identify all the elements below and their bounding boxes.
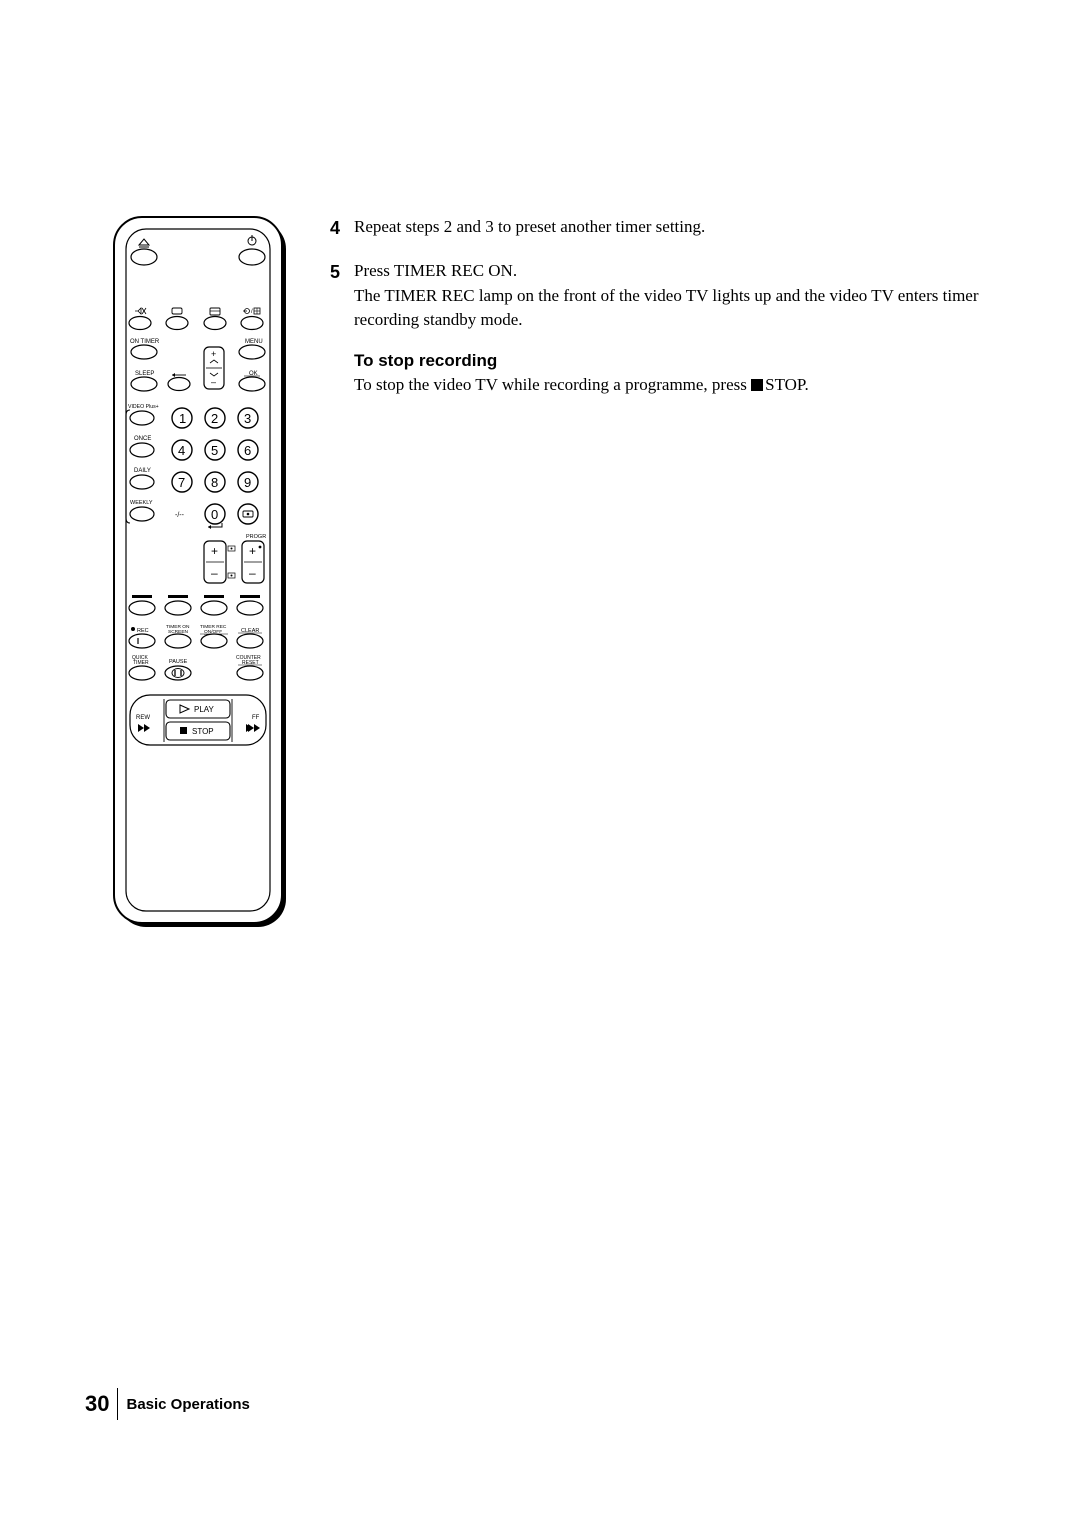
page-number: 30	[85, 1391, 109, 1417]
svg-text:+: +	[249, 544, 256, 558]
step-body: Repeat steps 2 and 3 to preset another t…	[354, 215, 980, 241]
svg-text:9: 9	[244, 475, 251, 490]
instruction-text: 4 Repeat steps 2 and 3 to preset another…	[330, 215, 980, 398]
subheading-stop-recording: To stop recording	[354, 351, 980, 371]
svg-text:4: 4	[178, 443, 185, 458]
svg-text:-/--: -/--	[175, 512, 185, 519]
label-sleep: SLEEP	[135, 371, 154, 377]
label-stop: STOP	[192, 727, 214, 736]
label-on-timer: ON TIMER	[130, 339, 160, 345]
svg-text:5: 5	[211, 443, 218, 458]
label-daily: DAILY	[134, 468, 151, 474]
subbody-stop-recording: To stop the video TV while recording a p…	[354, 373, 980, 398]
subbody-prefix: To stop the video TV while recording a p…	[354, 375, 751, 394]
label-once: ONCE	[134, 436, 151, 442]
svg-text:–: –	[249, 566, 256, 580]
label-progr: PROGR	[246, 534, 266, 540]
step-4: 4 Repeat steps 2 and 3 to preset another…	[330, 215, 980, 241]
label-pause: PAUSE	[169, 659, 188, 665]
stop-icon	[751, 379, 763, 391]
label-videoplus: VIDEO Plus+	[128, 404, 159, 410]
svg-text:–: –	[211, 566, 218, 580]
label-rew: REW	[136, 715, 150, 721]
label-menu: MENU	[245, 339, 263, 345]
step-number: 5	[330, 259, 354, 333]
page-footer: 30 Basic Operations	[85, 1388, 250, 1420]
svg-text:+: +	[211, 349, 216, 359]
svg-text:TIMER: TIMER	[133, 660, 149, 666]
subbody-suffix: STOP.	[765, 375, 809, 394]
svg-text:0: 0	[211, 507, 218, 522]
remote-svg: / ON TIMER MENU SLEEP +	[100, 215, 300, 935]
label-ff: FF	[252, 715, 260, 721]
step-5: 5 Press TIMER REC ON.The TIMER REC lamp …	[330, 259, 980, 333]
step-number: 4	[330, 215, 354, 241]
label-rec: REC	[137, 628, 149, 634]
label-play: PLAY	[194, 705, 215, 714]
label-weekly: WEEKLY	[130, 500, 153, 506]
footer-divider	[117, 1388, 118, 1420]
svg-text:+: +	[211, 544, 218, 558]
remote-illustration: / ON TIMER MENU SLEEP +	[100, 215, 300, 935]
svg-text:8: 8	[211, 475, 218, 490]
svg-text:6: 6	[244, 443, 251, 458]
svg-text:–: –	[211, 377, 216, 387]
step-body: Press TIMER REC ON.The TIMER REC lamp on…	[354, 259, 980, 333]
footer-section: Basic Operations	[126, 1396, 249, 1413]
svg-text:2: 2	[211, 411, 218, 426]
svg-text:7: 7	[178, 475, 185, 490]
svg-text:1: 1	[179, 411, 186, 426]
svg-text:3: 3	[244, 411, 251, 426]
